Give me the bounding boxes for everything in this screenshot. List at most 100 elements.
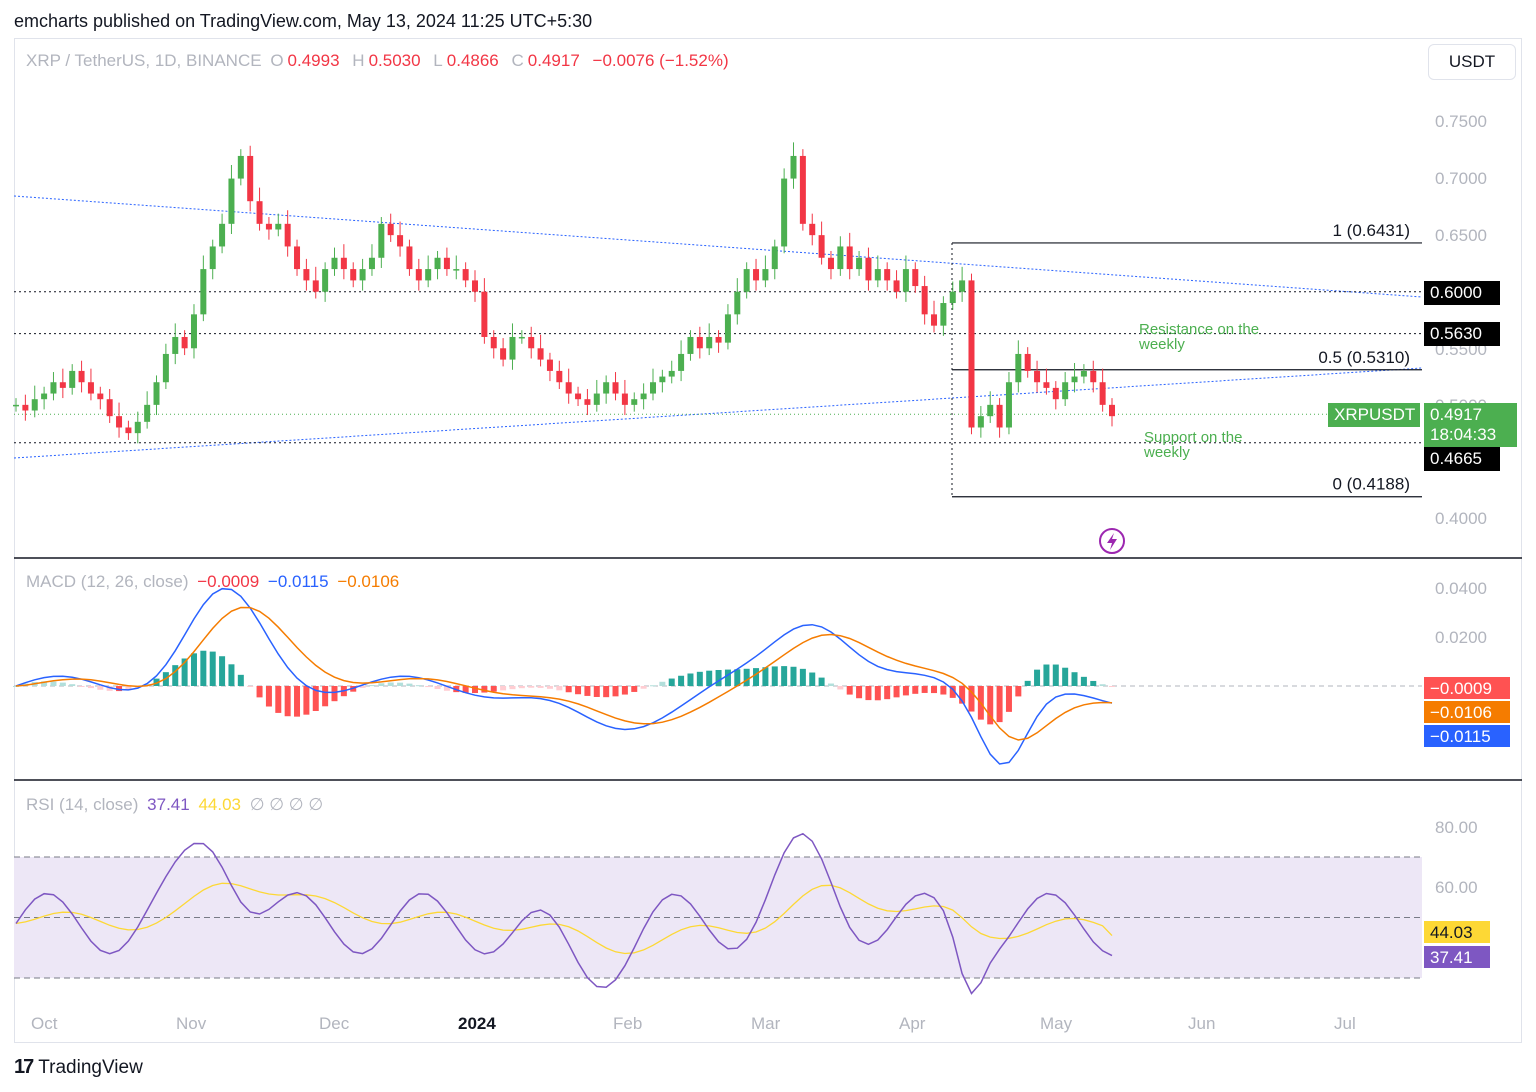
candle-body	[678, 353, 685, 371]
candle-body	[331, 257, 338, 270]
macd-histogram-bar	[1015, 686, 1022, 697]
macd-histogram-bar	[893, 686, 900, 698]
candle-body	[753, 269, 760, 281]
candle-body	[537, 348, 544, 360]
macd-histogram-bar	[13, 686, 19, 687]
chart-frame[interactable]	[14, 38, 1522, 1043]
price-tick: 0.7500	[1435, 112, 1487, 131]
candle-body	[69, 370, 76, 388]
candle-body	[987, 404, 994, 417]
price-tick: 0.4000	[1435, 509, 1487, 528]
macd-histogram-bar	[443, 686, 450, 691]
macd-histogram-bar	[209, 651, 216, 686]
candle-body	[1071, 376, 1078, 383]
candle-body	[425, 269, 432, 281]
symbol-label[interactable]: XRP / TetherUS, 1D, BINANCE	[26, 51, 262, 70]
macd-histogram-bar	[846, 686, 853, 695]
macd-signal-line	[15, 606, 1113, 741]
macd-histogram-bar	[1109, 686, 1115, 687]
macd-histogram-bar	[781, 666, 788, 686]
macd-histogram-bar	[603, 686, 610, 698]
macd-histogram-bar	[116, 686, 123, 692]
candle-body	[153, 382, 160, 405]
macd-histogram-bar	[584, 686, 591, 696]
macd-histogram-bar	[172, 665, 179, 686]
candle-body	[621, 393, 628, 405]
macd-histogram-bar	[1080, 676, 1087, 686]
candle-body	[1024, 353, 1031, 371]
candle-body	[884, 269, 891, 281]
macd-line-value: −0.0115	[267, 572, 329, 591]
candle-body	[509, 336, 516, 360]
macd-histogram-bar	[415, 685, 422, 687]
candle-body	[172, 336, 179, 354]
macd-histogram-bar	[959, 686, 966, 704]
macd-histogram-bar	[219, 656, 226, 686]
macd-histogram-bar	[228, 664, 235, 686]
candle-body	[481, 291, 488, 337]
ascending-trendline	[13, 367, 1423, 459]
macd-histogram-bar	[265, 686, 272, 707]
macd-histogram-bar	[87, 686, 94, 689]
macd-histogram-bar	[621, 686, 628, 695]
macd-histogram-bar	[874, 686, 881, 701]
macd-histogram-bar	[631, 686, 638, 692]
o-key: O	[270, 51, 284, 70]
time-tick: May	[1040, 1014, 1073, 1033]
macd-hist-value: −0.0009	[197, 572, 260, 591]
rsi-ma-value: 44.03	[198, 795, 241, 814]
candle-body	[902, 269, 909, 292]
symbol-tag: XRPUSDT	[1328, 403, 1420, 427]
currency-button[interactable]: USDT	[1428, 44, 1516, 80]
macd-histogram-bar	[809, 672, 816, 686]
rsi-ma-tag: 44.03	[1424, 921, 1490, 943]
candle-body	[846, 246, 853, 270]
candle-body	[959, 280, 966, 292]
macd-histogram-bar	[1043, 664, 1050, 686]
candle-body	[284, 223, 291, 247]
macd-histogram-bar	[387, 682, 394, 686]
macd-histogram-bar	[303, 686, 310, 715]
time-tick: Jul	[1334, 1014, 1356, 1033]
macd-histogram-bar	[181, 658, 188, 686]
macd-histogram-bar	[884, 686, 891, 700]
candle-body	[781, 178, 788, 247]
candle-body	[350, 269, 357, 281]
candle-body	[668, 370, 675, 377]
macd-histogram-bar	[753, 668, 760, 686]
tradingview-brand: TradingView	[38, 1056, 143, 1078]
macd-histogram-bar	[1005, 686, 1012, 712]
macd-line	[15, 587, 1113, 765]
rsi-title[interactable]: RSI (14, close)	[26, 795, 139, 814]
macd-histogram-bar	[996, 686, 1003, 723]
candle-body	[659, 376, 666, 383]
lightning-icon	[1099, 528, 1125, 554]
candle-body	[1109, 404, 1115, 417]
macd-histogram-bar	[546, 686, 553, 689]
macd-histogram-bar	[640, 686, 647, 689]
candle-body	[809, 223, 816, 236]
support-annotation: weekly	[1143, 444, 1190, 461]
candle-body	[949, 291, 956, 304]
open-label: O 0.4993	[270, 51, 343, 70]
macd-histogram-bar	[518, 686, 525, 689]
tradingview-logo[interactable]: 17 TradingView	[14, 1056, 143, 1079]
candle-body	[190, 314, 197, 349]
macd-title[interactable]: MACD (12, 26, close)	[26, 572, 189, 591]
macd-histogram-bar	[715, 670, 722, 686]
macd-histogram-bar	[799, 668, 806, 686]
macd-histogram-bar	[50, 681, 57, 686]
macd-histogram-bar	[687, 673, 694, 686]
macd-histogram-bar	[59, 682, 66, 686]
candle-body	[921, 286, 928, 315]
change-value: −0.0076 (−1.52%)	[592, 51, 729, 70]
macd-histogram-bar	[1099, 684, 1106, 686]
candle-body	[565, 382, 572, 394]
macd-histogram-bar	[331, 686, 338, 702]
candle-body	[490, 336, 497, 349]
candle-body	[649, 382, 656, 394]
macd-histogram-bar	[1052, 664, 1059, 686]
candle-body	[762, 269, 769, 281]
rsi-tick: 60.00	[1435, 878, 1478, 897]
